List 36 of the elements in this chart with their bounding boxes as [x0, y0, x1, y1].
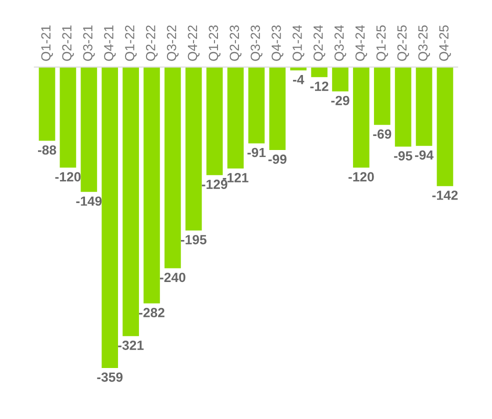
data-label: -359: [97, 372, 123, 382]
x-tick-label: Q3-22: [166, 25, 179, 61]
data-label: -195: [180, 235, 206, 244]
data-label: -91: [247, 148, 266, 158]
x-tick-label: Q4-23: [272, 25, 284, 61]
x-tick-label: Q1-22: [124, 25, 137, 61]
x-tick-label: Q4-24: [355, 25, 368, 61]
x-tick-label: Q4-21: [104, 25, 116, 61]
data-label: -99: [268, 154, 286, 164]
data-label: -120: [348, 172, 374, 182]
data-label: -12: [310, 82, 328, 91]
x-tick-label: Q4-25: [439, 25, 451, 61]
data-label: -88: [38, 145, 56, 155]
data-label: -95: [394, 151, 412, 161]
x-tick-label: Q2-24: [314, 25, 326, 61]
x-tick-label: Q1-25: [376, 25, 388, 61]
x-tick-label: Q2-21: [62, 25, 74, 61]
data-label: -240: [160, 272, 186, 282]
data-label: -142: [432, 190, 458, 200]
x-tick-label: Q4-22: [188, 25, 200, 61]
x-tick-label: Q3-25: [418, 25, 430, 61]
x-tick-label: Q1-23: [208, 25, 220, 61]
data-label: -4: [293, 75, 304, 84]
x-tick-label: Q1-24: [292, 25, 304, 61]
data-label: -321: [118, 340, 144, 350]
x-tick-label: Q2-22: [146, 25, 158, 61]
x-tick-label: Q2-25: [397, 25, 410, 61]
x-tick-label: Q2-23: [230, 25, 242, 61]
x-tick-label: Q3-21: [83, 25, 95, 61]
data-label: -282: [139, 308, 164, 318]
data-label: -69: [373, 129, 392, 139]
x-tick-label: Q3-23: [250, 25, 262, 61]
x-tick-label: Q1-21: [41, 25, 53, 61]
x-tick-label: Q3-24: [334, 25, 346, 61]
data-label: -29: [331, 96, 350, 106]
data-label: -94: [415, 150, 434, 160]
